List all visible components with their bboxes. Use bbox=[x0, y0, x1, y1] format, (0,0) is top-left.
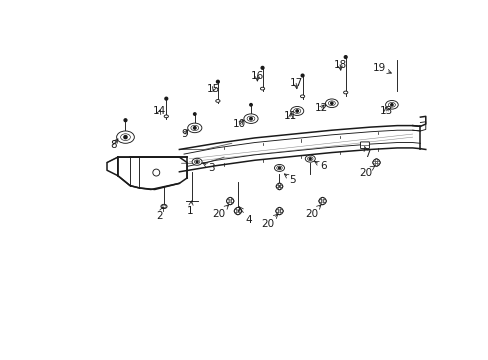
Text: 9: 9 bbox=[182, 129, 188, 139]
Circle shape bbox=[377, 161, 380, 164]
Text: 16: 16 bbox=[250, 71, 264, 81]
Ellipse shape bbox=[246, 116, 254, 121]
Circle shape bbox=[344, 56, 346, 58]
Circle shape bbox=[390, 104, 392, 106]
Circle shape bbox=[261, 67, 264, 69]
Circle shape bbox=[278, 187, 280, 190]
Circle shape bbox=[239, 210, 241, 212]
Text: 20: 20 bbox=[261, 214, 277, 229]
Circle shape bbox=[216, 80, 219, 83]
Circle shape bbox=[278, 167, 280, 169]
Circle shape bbox=[278, 207, 281, 210]
Text: 4: 4 bbox=[239, 207, 252, 225]
Ellipse shape bbox=[300, 95, 304, 98]
Circle shape bbox=[309, 158, 310, 159]
Circle shape bbox=[236, 212, 239, 215]
Ellipse shape bbox=[276, 166, 282, 170]
Ellipse shape bbox=[325, 99, 338, 108]
Ellipse shape bbox=[290, 107, 303, 116]
Ellipse shape bbox=[305, 155, 315, 162]
Ellipse shape bbox=[343, 91, 347, 94]
Ellipse shape bbox=[293, 108, 300, 113]
Circle shape bbox=[124, 119, 126, 122]
Circle shape bbox=[278, 212, 281, 215]
Circle shape bbox=[193, 127, 196, 129]
Text: 3: 3 bbox=[203, 163, 215, 173]
Circle shape bbox=[231, 199, 234, 203]
Ellipse shape bbox=[274, 165, 284, 171]
Ellipse shape bbox=[328, 101, 335, 105]
Circle shape bbox=[323, 199, 326, 203]
Circle shape bbox=[301, 74, 304, 77]
Circle shape bbox=[280, 210, 283, 212]
Circle shape bbox=[153, 169, 160, 176]
Circle shape bbox=[228, 202, 231, 205]
Text: 14: 14 bbox=[153, 106, 166, 116]
Circle shape bbox=[374, 163, 377, 166]
Circle shape bbox=[193, 113, 196, 115]
Text: 18: 18 bbox=[333, 60, 346, 70]
Ellipse shape bbox=[117, 131, 134, 143]
Circle shape bbox=[236, 207, 239, 210]
Text: 12: 12 bbox=[314, 103, 327, 113]
Text: 6: 6 bbox=[314, 161, 326, 171]
FancyBboxPatch shape bbox=[360, 142, 368, 149]
Ellipse shape bbox=[194, 160, 200, 164]
Text: 20: 20 bbox=[212, 205, 228, 219]
Ellipse shape bbox=[162, 205, 166, 208]
Circle shape bbox=[234, 210, 237, 212]
Ellipse shape bbox=[215, 100, 220, 102]
Circle shape bbox=[275, 210, 278, 212]
Ellipse shape bbox=[187, 123, 202, 133]
Circle shape bbox=[330, 102, 332, 104]
Text: 13: 13 bbox=[379, 106, 392, 116]
Circle shape bbox=[226, 199, 229, 203]
Circle shape bbox=[278, 183, 280, 185]
Circle shape bbox=[295, 110, 298, 112]
Circle shape bbox=[228, 197, 231, 200]
Ellipse shape bbox=[387, 103, 395, 107]
Text: 8: 8 bbox=[110, 139, 118, 150]
Text: 20: 20 bbox=[304, 205, 320, 219]
Ellipse shape bbox=[260, 87, 264, 90]
Ellipse shape bbox=[307, 157, 312, 161]
Circle shape bbox=[249, 104, 252, 106]
Text: 1: 1 bbox=[187, 201, 193, 216]
Circle shape bbox=[196, 161, 198, 163]
Ellipse shape bbox=[385, 100, 397, 109]
Circle shape bbox=[249, 117, 252, 120]
Ellipse shape bbox=[192, 158, 202, 165]
Circle shape bbox=[321, 202, 324, 205]
Circle shape bbox=[164, 97, 167, 100]
Ellipse shape bbox=[244, 114, 258, 123]
Circle shape bbox=[123, 136, 127, 139]
Text: 10: 10 bbox=[233, 119, 246, 129]
Text: 2: 2 bbox=[156, 207, 163, 221]
Text: 19: 19 bbox=[372, 63, 390, 73]
Text: 17: 17 bbox=[289, 78, 302, 89]
Circle shape bbox=[372, 161, 375, 164]
Ellipse shape bbox=[121, 134, 130, 140]
Circle shape bbox=[318, 199, 321, 203]
Ellipse shape bbox=[161, 204, 167, 208]
Circle shape bbox=[280, 185, 283, 188]
Ellipse shape bbox=[164, 115, 168, 118]
Circle shape bbox=[275, 185, 278, 188]
Circle shape bbox=[374, 159, 377, 162]
Text: 20: 20 bbox=[358, 166, 374, 177]
Text: 11: 11 bbox=[284, 111, 297, 121]
Text: 7: 7 bbox=[363, 146, 369, 159]
Ellipse shape bbox=[190, 125, 198, 131]
Circle shape bbox=[321, 197, 324, 200]
Text: 5: 5 bbox=[284, 174, 296, 185]
Text: 15: 15 bbox=[207, 84, 220, 94]
